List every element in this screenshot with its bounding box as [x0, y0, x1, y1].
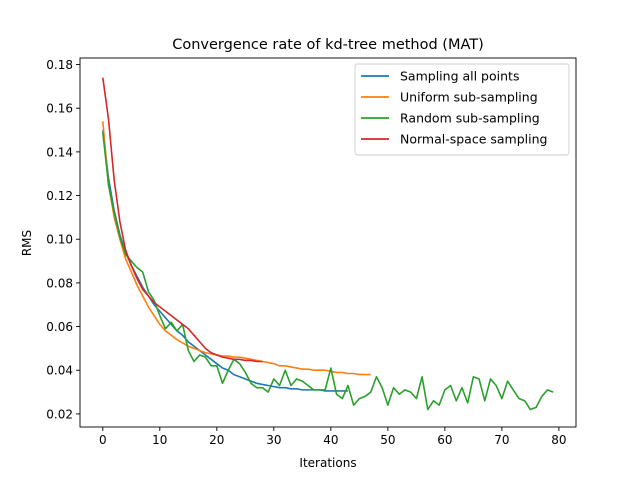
- series-layer: [102, 77, 554, 411]
- series-line-2: [102, 121, 371, 376]
- plot-frame: [79, 57, 577, 428]
- y-tick-label: 0.10: [46, 233, 73, 247]
- y-tick-label: 0.02: [46, 407, 73, 421]
- y-tick-label: 0.06: [46, 320, 73, 334]
- series-line-1: [102, 129, 348, 392]
- y-axis: 0.02 0.04 0.06 0.08 0.10 0.12 0.14 0.16 0.18: [46, 58, 80, 421]
- series-line-3: [102, 132, 554, 411]
- y-tick-label: 0.12: [46, 189, 73, 203]
- legend-label-4: Normal-space sampling: [400, 132, 547, 147]
- x-axis: 0 10 20 30 40 50 60 70 80: [99, 427, 567, 447]
- legend-label-1: Sampling all points: [400, 69, 519, 84]
- y-tick-label: 0.14: [46, 145, 73, 159]
- legend-label-2: Uniform sub-sampling: [400, 90, 538, 105]
- y-tick-label: 0.04: [46, 364, 73, 378]
- x-tick-label: 20: [209, 433, 224, 447]
- x-tick-label: 10: [152, 433, 167, 447]
- legend-label-3: Random sub-sampling: [400, 111, 540, 126]
- x-tick-label: 60: [437, 433, 452, 447]
- x-tick-label: 0: [99, 433, 107, 447]
- y-tick-label: 0.18: [46, 58, 73, 72]
- x-axis-title: Iterations: [299, 456, 356, 470]
- x-tick-label: 50: [380, 433, 395, 447]
- series-line-4: [102, 77, 263, 363]
- chart-title: Convergence rate of kd-tree method (MAT): [172, 37, 484, 53]
- x-tick-label: 80: [551, 433, 566, 447]
- y-tick-label: 0.16: [46, 102, 73, 116]
- y-tick-label: 0.08: [46, 276, 73, 290]
- legend-box: [354, 63, 570, 156]
- y-axis-title: RMS: [20, 230, 34, 256]
- x-tick-label: 70: [494, 433, 509, 447]
- x-tick-label: 40: [323, 433, 338, 447]
- x-tick-label: 30: [266, 433, 281, 447]
- legend: Sampling all points Uniform sub-sampling R…: [354, 63, 570, 156]
